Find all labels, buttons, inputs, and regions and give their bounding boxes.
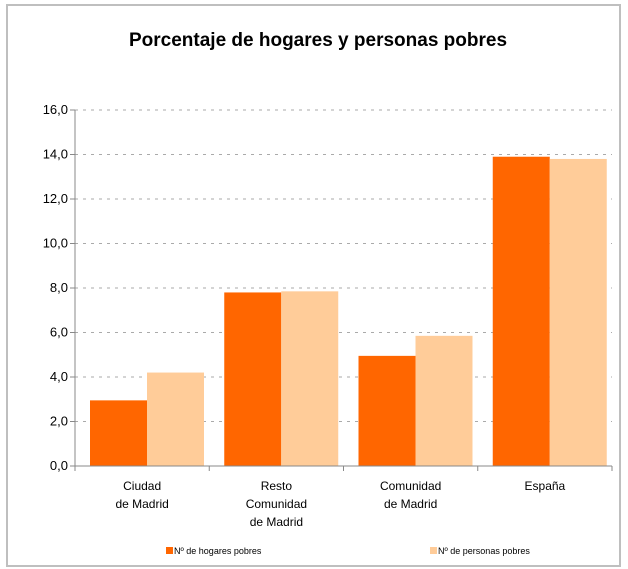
y-tick-label: 8,0	[50, 280, 68, 295]
bar	[415, 335, 473, 466]
chart-title: Porcentaje de hogares y personas pobres	[129, 30, 507, 51]
legend-label: Nº de hogares pobres	[174, 546, 262, 556]
legend-swatch	[430, 547, 437, 554]
y-tick-label: 2,0	[50, 414, 68, 429]
bar	[224, 292, 282, 466]
y-tick-label: 10,0	[43, 236, 68, 251]
bar	[358, 355, 416, 466]
x-tick-label: Comunidad de Madrid	[380, 479, 441, 511]
y-tick-label: 4,0	[50, 369, 68, 384]
bar	[492, 156, 550, 466]
bar	[281, 291, 339, 466]
y-tick-label: 16,0	[43, 102, 68, 117]
x-tick-label: Ciudad de Madrid	[115, 479, 168, 511]
legend-label: Nº de personas pobres	[438, 546, 530, 556]
y-tick-label: 0,0	[50, 458, 68, 473]
y-tick-label: 12,0	[43, 191, 68, 206]
bar	[147, 372, 204, 466]
x-tick-label: España	[525, 479, 566, 493]
x-tick-label: Resto Comunidad de Madrid	[246, 479, 307, 529]
y-tick-label: 6,0	[50, 325, 68, 340]
y-tick-label: 14,0	[43, 147, 68, 162]
legend-swatch	[166, 547, 173, 554]
bar	[549, 158, 607, 466]
bar	[90, 400, 147, 466]
